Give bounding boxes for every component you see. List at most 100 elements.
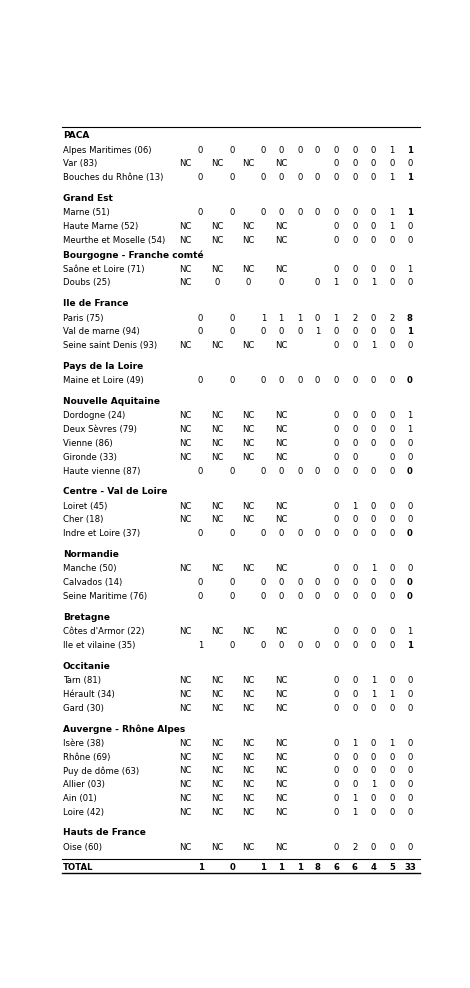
- Text: NC: NC: [275, 341, 287, 350]
- Text: 0: 0: [297, 530, 303, 538]
- Text: 0: 0: [371, 516, 376, 525]
- Text: Auvergne - Rhône Alpes: Auvergne - Rhône Alpes: [63, 724, 185, 734]
- Text: 1: 1: [371, 279, 376, 288]
- Text: NC: NC: [179, 843, 191, 852]
- Text: 0: 0: [315, 313, 320, 323]
- Text: Haute vienne (87): Haute vienne (87): [63, 466, 140, 475]
- Text: 0: 0: [315, 376, 320, 385]
- Text: 0: 0: [407, 781, 413, 789]
- Text: 0: 0: [352, 236, 358, 245]
- Text: NC: NC: [211, 690, 223, 699]
- Text: NC: NC: [211, 753, 223, 762]
- Text: 2: 2: [389, 313, 395, 323]
- Text: NC: NC: [211, 843, 223, 852]
- Text: NC: NC: [179, 781, 191, 789]
- Text: NC: NC: [275, 439, 287, 448]
- Text: 0: 0: [297, 641, 303, 650]
- Text: NC: NC: [275, 265, 287, 274]
- Text: NC: NC: [242, 690, 254, 699]
- Text: 0: 0: [315, 173, 320, 182]
- Text: 0: 0: [352, 690, 358, 699]
- Text: 0: 0: [261, 173, 266, 182]
- Text: Bouches du Rhône (13): Bouches du Rhône (13): [63, 173, 163, 182]
- Text: NC: NC: [211, 564, 223, 573]
- Text: NC: NC: [211, 425, 223, 434]
- Text: Tarn (81): Tarn (81): [63, 676, 101, 685]
- Text: 0: 0: [315, 145, 320, 154]
- Text: 1: 1: [407, 173, 413, 182]
- Text: 0: 0: [261, 466, 266, 475]
- Text: NC: NC: [242, 753, 254, 762]
- Text: 0: 0: [245, 279, 251, 288]
- Text: 1: 1: [197, 863, 204, 871]
- Text: NC: NC: [275, 425, 287, 434]
- Text: Isère (38): Isère (38): [63, 739, 104, 748]
- Text: 6: 6: [352, 863, 358, 871]
- Text: Maine et Loire (49): Maine et Loire (49): [63, 376, 143, 385]
- Text: 0: 0: [198, 530, 203, 538]
- Text: 0: 0: [352, 466, 358, 475]
- Text: 2: 2: [352, 843, 358, 852]
- Text: NC: NC: [242, 425, 254, 434]
- Text: NC: NC: [179, 236, 191, 245]
- Text: 0: 0: [407, 690, 413, 699]
- Text: 0: 0: [407, 159, 413, 168]
- Text: 0: 0: [371, 753, 376, 762]
- Text: Nouvelle Aquitaine: Nouvelle Aquitaine: [63, 397, 160, 406]
- Text: 0: 0: [407, 453, 413, 461]
- Text: Occitanie: Occitanie: [63, 662, 110, 671]
- Text: Dordogne (24): Dordogne (24): [63, 411, 125, 421]
- Text: 0: 0: [230, 376, 235, 385]
- Text: 0: 0: [352, 439, 358, 448]
- Text: 8: 8: [314, 863, 321, 871]
- Text: NC: NC: [179, 564, 191, 573]
- Text: 0: 0: [407, 236, 413, 245]
- Text: 0: 0: [334, 843, 339, 852]
- Text: NC: NC: [275, 703, 287, 712]
- Text: 0: 0: [407, 439, 413, 448]
- Text: Allier (03): Allier (03): [63, 781, 104, 789]
- Text: 0: 0: [230, 208, 235, 217]
- Text: 0: 0: [371, 145, 376, 154]
- Text: 0: 0: [371, 530, 376, 538]
- Text: NC: NC: [275, 794, 287, 803]
- Text: Var (83): Var (83): [63, 159, 97, 168]
- Text: 0: 0: [297, 145, 303, 154]
- Text: 0: 0: [334, 592, 339, 601]
- Text: 0: 0: [371, 411, 376, 421]
- Text: Manche (50): Manche (50): [63, 564, 116, 573]
- Text: 0: 0: [352, 453, 358, 461]
- Text: 0: 0: [389, 159, 395, 168]
- Text: 0: 0: [279, 327, 284, 336]
- Text: 1: 1: [278, 863, 284, 871]
- Text: 1: 1: [407, 425, 413, 434]
- Text: 0: 0: [371, 439, 376, 448]
- Text: NC: NC: [242, 516, 254, 525]
- Text: 0: 0: [407, 341, 413, 350]
- Text: 0: 0: [407, 530, 413, 538]
- Text: NC: NC: [275, 739, 287, 748]
- Text: Loire (42): Loire (42): [63, 807, 103, 817]
- Text: 0: 0: [279, 279, 284, 288]
- Text: Calvados (14): Calvados (14): [63, 578, 122, 587]
- Text: 0: 0: [352, 530, 358, 538]
- Text: 0: 0: [407, 843, 413, 852]
- Text: 0: 0: [371, 208, 376, 217]
- Text: 0: 0: [389, 843, 395, 852]
- Text: 0: 0: [389, 703, 395, 712]
- Text: 0: 0: [198, 592, 203, 601]
- Text: 1: 1: [389, 145, 395, 154]
- Text: 0: 0: [315, 208, 320, 217]
- Text: 1: 1: [198, 641, 203, 650]
- Text: Marne (51): Marne (51): [63, 208, 110, 217]
- Text: Vienne (86): Vienne (86): [63, 439, 112, 448]
- Text: Hauts de France: Hauts de France: [63, 829, 146, 838]
- Text: 0: 0: [334, 265, 339, 274]
- Text: 8: 8: [407, 313, 413, 323]
- Text: 0: 0: [389, 327, 395, 336]
- Text: 0: 0: [279, 376, 284, 385]
- Text: 0: 0: [334, 439, 339, 448]
- Text: 5: 5: [389, 863, 395, 871]
- Text: 0: 0: [198, 145, 203, 154]
- Text: NC: NC: [179, 425, 191, 434]
